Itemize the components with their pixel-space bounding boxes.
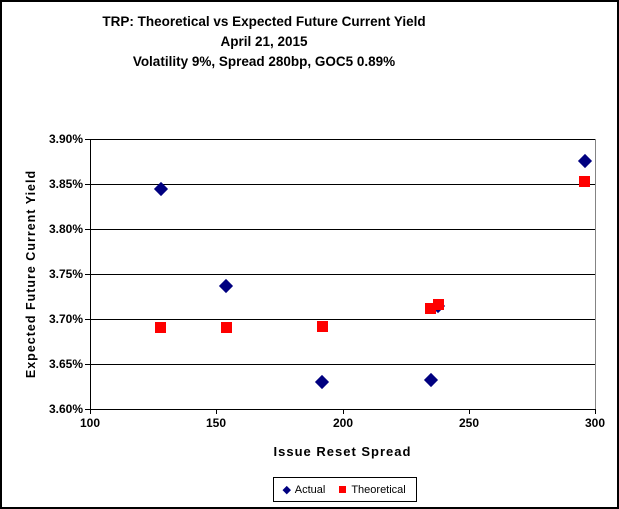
gridline-y	[90, 229, 595, 230]
y-axis-tick	[85, 319, 90, 320]
x-axis-title: Issue Reset Spread	[273, 444, 412, 459]
chart-subtitle-date: April 21, 2015	[220, 34, 308, 49]
x-tick-label: 100	[79, 416, 101, 430]
x-tick-label: 150	[205, 416, 227, 430]
data-point-actual	[315, 374, 330, 390]
y-axis-tick	[85, 364, 90, 365]
y-tick-label: 3.60%	[48, 402, 83, 416]
data-point-theoretical	[579, 175, 591, 187]
y-tick-label: 3.70%	[48, 312, 83, 326]
y-axis-tick	[85, 409, 90, 410]
legend-label-theoretical: Theoretical	[351, 483, 406, 496]
legend: Actual Theoretical	[273, 477, 417, 502]
theoretical-square-icon	[339, 486, 347, 493]
x-axis-tick	[343, 409, 344, 414]
chart-title: TRP: Theoretical vs Expected Future Curr…	[102, 14, 426, 29]
legend-label-actual: Actual	[294, 483, 326, 496]
data-point-theoretical	[432, 299, 444, 311]
data-point-theoretical	[155, 321, 167, 333]
data-point-actual	[219, 278, 234, 293]
data-point-actual	[423, 373, 438, 388]
y-tick-label: 3.90%	[48, 132, 83, 146]
y-tick-label: 3.85%	[48, 177, 83, 191]
y-axis-tick	[85, 274, 90, 275]
x-axis-tick	[595, 409, 596, 414]
chart-subtitle-params: Volatility 9%, Spread 280bp, GOC5 0.89%	[132, 54, 396, 69]
y-tick-label: 3.65%	[48, 357, 83, 371]
gridline-y	[90, 184, 595, 185]
gridline-y	[90, 409, 595, 410]
gridline-y	[90, 274, 595, 275]
plot-area	[90, 139, 596, 410]
y-axis-tick	[85, 139, 90, 140]
data-point-theoretical	[220, 321, 232, 333]
x-axis-tick	[216, 409, 217, 414]
x-axis-tick	[90, 409, 91, 414]
y-tick-label: 3.80%	[48, 222, 83, 236]
x-axis-tick	[469, 409, 470, 414]
gridline-y	[90, 319, 595, 320]
chart-title-block: TRP: Theoretical vs Expected Future Curr…	[2, 12, 526, 72]
x-tick-label: 200	[332, 416, 354, 430]
legend-item-theoretical: Theoretical	[339, 483, 406, 496]
data-point-theoretical	[425, 302, 437, 314]
y-axis-tick	[85, 184, 90, 185]
data-point-theoretical	[316, 320, 328, 332]
y-axis-tick	[85, 229, 90, 230]
x-tick-label: 250	[458, 416, 480, 430]
y-tick-label: 3.75%	[48, 267, 83, 281]
data-point-actual	[577, 153, 592, 168]
gridline-y	[90, 139, 595, 140]
legend-item-actual: Actual	[283, 483, 326, 496]
gridline-y	[90, 364, 595, 365]
x-tick-label: 300	[584, 416, 606, 430]
actual-diamond-icon	[283, 485, 291, 494]
